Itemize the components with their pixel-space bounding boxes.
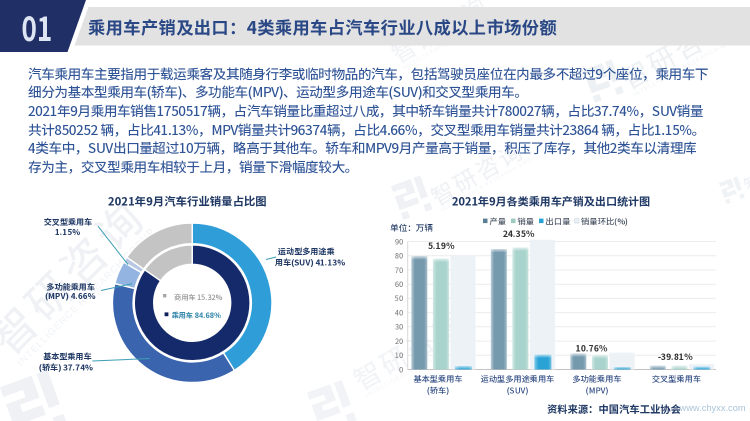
svg-text:10: 10 [395, 351, 403, 361]
svg-text:(MPV): (MPV) [586, 385, 608, 397]
svg-text:2021年9月汽车行业销量占比图: 2021年9月汽车行业销量占比图 [108, 194, 267, 210]
svg-text:30: 30 [395, 323, 403, 333]
svg-text:(MPV) 4.66%: (MPV) 4.66% [45, 291, 96, 302]
svg-text:销量: 销量 [517, 216, 535, 228]
svg-text:用车(SUV) 41.13%: 用车(SUV) 41.13% [274, 258, 346, 269]
svg-text:基本型乘用车: 基本型乘用车 [43, 352, 92, 363]
svg-text:交叉型乘用车: 交叉型乘用车 [652, 373, 701, 385]
svg-text:销量环比(%): 销量环比(%) [580, 216, 628, 228]
svg-text:交叉型乘用车: 交叉型乘用车 [44, 217, 93, 228]
svg-text:70: 70 [395, 266, 403, 276]
svg-text:出口量: 出口量 [546, 216, 571, 228]
svg-text:0: 0 [399, 365, 403, 375]
svg-text:50: 50 [395, 294, 403, 304]
svg-text:运动型多用途乘用车: 运动型多用途乘用车 [481, 373, 555, 385]
svg-text:10.76%: 10.76% [576, 342, 609, 354]
svg-text:60: 60 [395, 280, 403, 290]
svg-text:产量: 产量 [490, 216, 507, 228]
svg-text:40: 40 [395, 308, 403, 318]
svg-text:24.35%: 24.35% [503, 228, 536, 240]
svg-text:乘用车 84.68%: 乘用车 84.68% [171, 311, 221, 321]
svg-text:90: 90 [395, 237, 403, 247]
svg-text:5.19%: 5.19% [428, 240, 456, 252]
svg-text:(SUV): (SUV) [507, 385, 528, 397]
svg-text:(轿车): (轿车) [427, 385, 449, 397]
svg-text:单位：万辆: 单位：万辆 [390, 222, 433, 234]
svg-text:运动型多用途乘: 运动型多用途乘 [277, 247, 335, 258]
svg-text:80: 80 [395, 252, 403, 262]
svg-text:(轿车) 37.74%: (轿车) 37.74% [39, 363, 94, 374]
svg-text:2021年9月各类乘用车产销及出口统计图: 2021年9月各类乘用车产销及出口统计图 [452, 194, 650, 210]
svg-text:多功能乘用车: 多功能乘用车 [46, 282, 95, 293]
svg-text:20: 20 [395, 337, 403, 347]
svg-text:多功能乘用车: 多功能乘用车 [572, 373, 621, 385]
svg-text:商用车 15.32%: 商用车 15.32% [174, 293, 222, 303]
svg-text:-39.81%: -39.81% [658, 351, 694, 363]
svg-text:1.15%: 1.15% [55, 227, 81, 238]
svg-text:基本型乘用车: 基本型乘用车 [413, 373, 462, 385]
